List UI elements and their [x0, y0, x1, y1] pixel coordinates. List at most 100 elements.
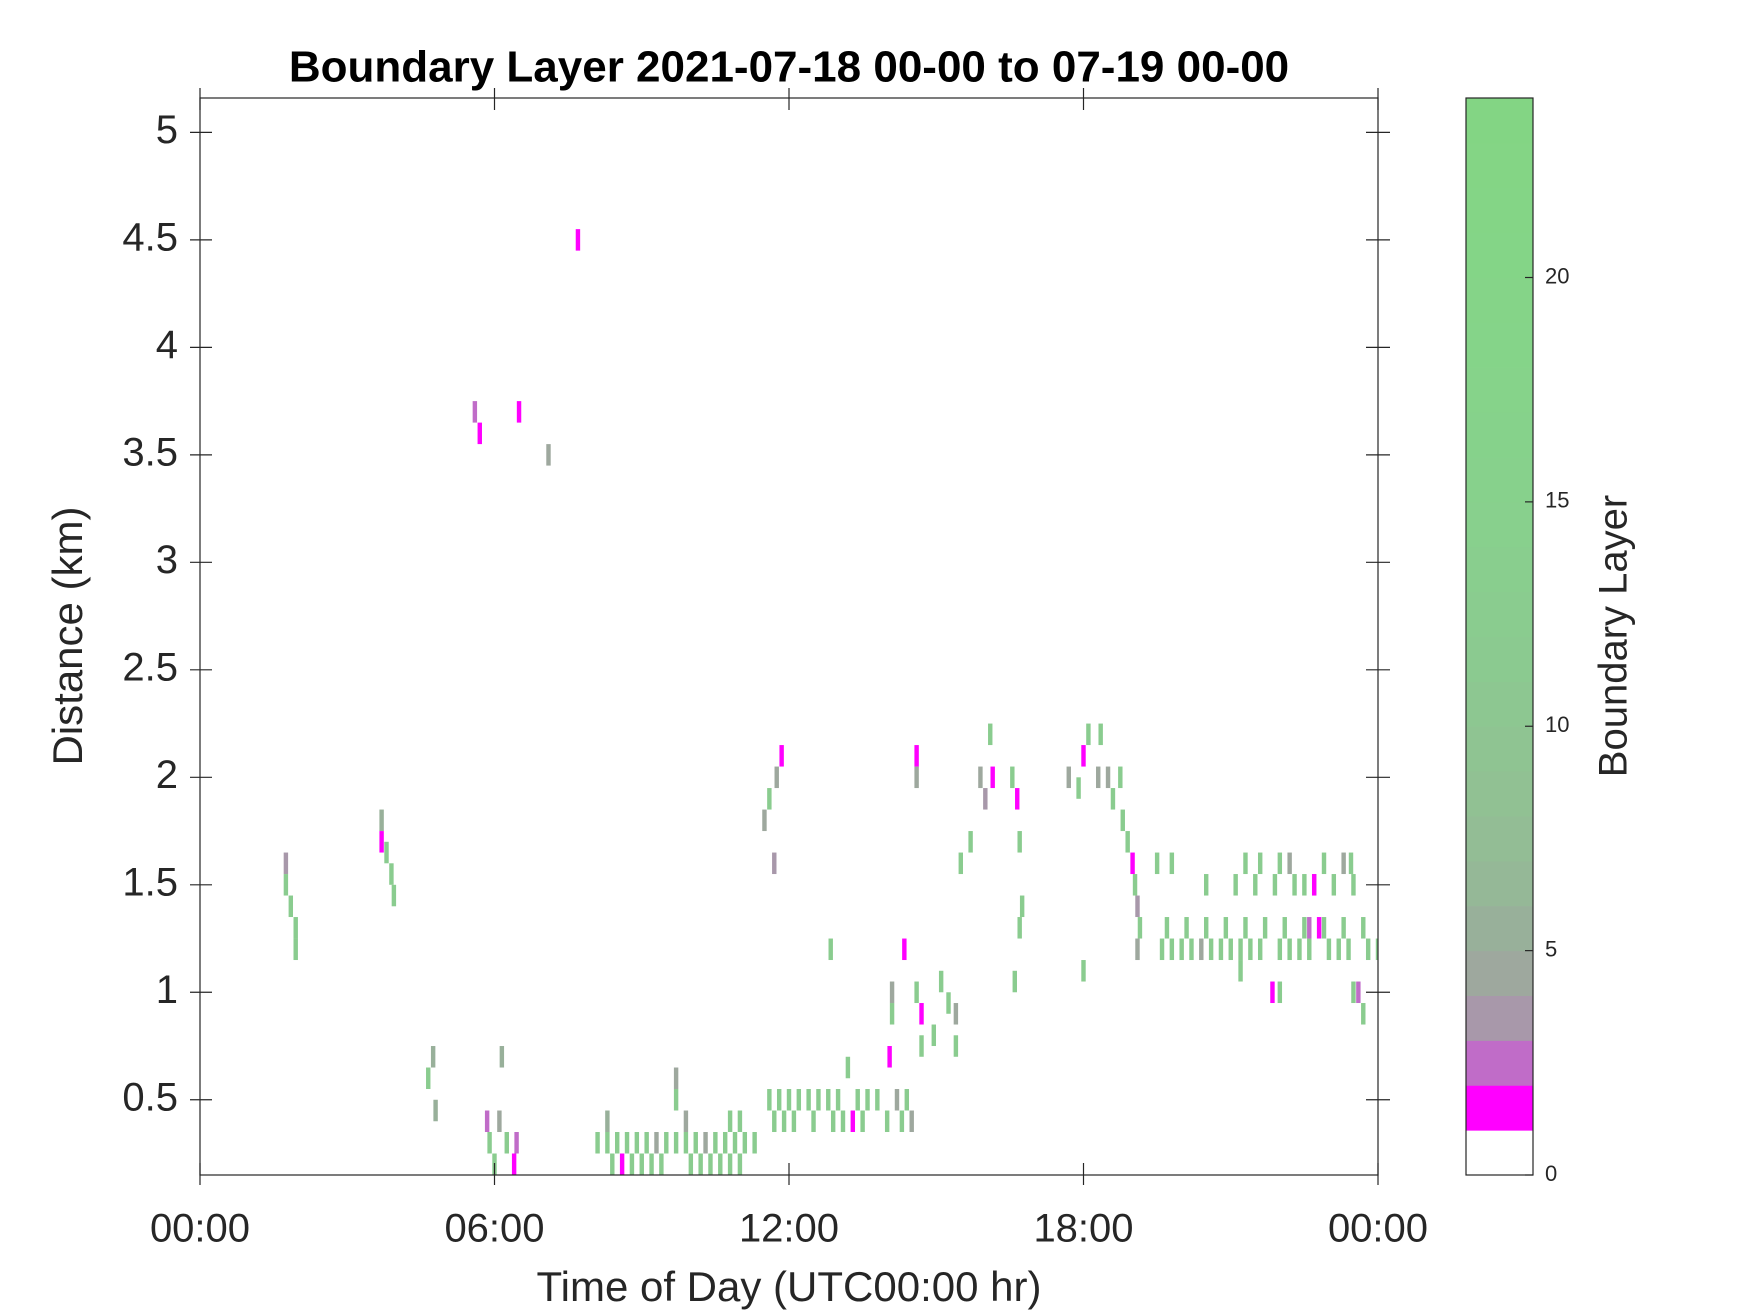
heatmap-cell: [659, 1153, 664, 1175]
colorbar-segment: [1466, 905, 1533, 952]
heatmap-cell: [727, 1110, 733, 1133]
heatmap-cell: [673, 1132, 679, 1154]
heatmap-cell: [1096, 766, 1101, 789]
heatmap-cell: [487, 1132, 492, 1154]
heatmap-cell: [1164, 917, 1170, 939]
heatmap-cell: [860, 1110, 865, 1133]
heatmap-cell: [1375, 938, 1378, 961]
heatmap-cell: [283, 852, 289, 875]
heatmap-cell: [1341, 917, 1346, 939]
colorbar-segment: [1466, 591, 1533, 637]
heatmap-cell: [1321, 917, 1327, 939]
heatmap-cell: [1292, 874, 1297, 896]
heatmap-cell: [786, 1089, 792, 1111]
heatmap-cell: [1015, 788, 1020, 810]
heatmap-cell: [774, 766, 779, 789]
heatmap-cell: [649, 1153, 654, 1175]
heatmap-cell: [1238, 960, 1243, 982]
heatmap-cell: [1159, 938, 1165, 961]
heatmap-cell: [1110, 788, 1116, 810]
heatmap-cell: [938, 970, 944, 993]
colorbar-segment: [1466, 995, 1533, 1041]
heatmap-cell: [1125, 831, 1130, 853]
colorbar-segment: [1466, 98, 1533, 144]
heatmap-cell: [904, 1089, 910, 1111]
y-tick-label: 1: [156, 968, 178, 1012]
heatmap-cell: [426, 1067, 431, 1090]
heatmap-cell: [845, 1056, 851, 1079]
heatmap-cell: [1137, 917, 1143, 939]
heatmap-cell: [1218, 938, 1224, 961]
heatmap-cell: [1341, 852, 1346, 875]
heatmap-cell: [472, 401, 478, 423]
heatmap-cell: [688, 1153, 694, 1175]
heatmap-cell: [1302, 917, 1307, 939]
y-tick-label: 3.5: [122, 430, 178, 474]
heatmap-cell: [514, 1132, 519, 1154]
colorbar-tick-label: 10: [1545, 712, 1569, 737]
heatmap-cell: [968, 831, 973, 853]
heatmap-cell: [1130, 852, 1135, 875]
heatmap-cell: [1203, 874, 1209, 896]
heatmap-cell: [914, 766, 919, 789]
heatmap-cell: [1346, 938, 1351, 961]
heatmap-cell: [919, 1035, 924, 1057]
heatmap-cell: [595, 1132, 600, 1154]
heatmap-cell: [835, 1089, 841, 1111]
colorbar-segment: [1466, 1130, 1533, 1176]
colorbar-segment: [1466, 1085, 1533, 1131]
heatmap-cell: [1012, 970, 1017, 993]
heatmap-cell: [288, 895, 294, 918]
heatmap-cell: [546, 444, 551, 466]
heatmap-cell: [683, 1110, 689, 1133]
heatmap-cell: [693, 1132, 698, 1154]
heatmap-cell: [1118, 766, 1123, 789]
colorbar-segment: [1466, 412, 1533, 458]
heatmap-cell: [497, 1110, 502, 1133]
heatmap-cell: [1098, 723, 1103, 746]
y-tick-label: 3: [156, 538, 178, 582]
colorbar-segment: [1466, 322, 1533, 368]
colorbar-segment: [1466, 636, 1533, 682]
heatmap-cell: [1189, 938, 1194, 961]
heatmap-cell: [1361, 1003, 1366, 1025]
heatmap-cell: [1076, 777, 1081, 799]
heatmap-cell: [624, 1132, 630, 1154]
colorbar-segment: [1466, 771, 1533, 817]
heatmap-cell: [978, 766, 983, 789]
chart-title: Boundary Layer 2021-07-18 00-00 to 07-19…: [289, 43, 1289, 92]
heatmap-cell: [1228, 938, 1233, 961]
heatmap-cell: [575, 229, 581, 251]
heatmap-cell: [855, 1089, 860, 1111]
heatmap-cell: [713, 1132, 718, 1154]
y-tick-label: 0.5: [122, 1075, 178, 1119]
heatmap-cell: [610, 1153, 615, 1175]
heatmap-cell: [1081, 745, 1086, 767]
heatmap-cell: [1010, 766, 1015, 789]
heatmap-cell: [605, 1110, 610, 1133]
heatmap-cell: [902, 938, 907, 961]
heatmap-cell: [1348, 852, 1354, 875]
heatmap-cell: [703, 1132, 708, 1154]
heatmap-cell: [664, 1132, 669, 1154]
heatmap-cell: [919, 1003, 924, 1025]
heatmap-cell: [1326, 938, 1332, 961]
x-axis-label: Time of Day (UTC00:00 hr): [537, 1263, 1042, 1310]
heatmap-cell: [990, 766, 995, 789]
heatmap-cell: [958, 852, 964, 875]
heatmap-cell: [389, 863, 394, 885]
colorbar-tick-label: 5: [1545, 936, 1557, 961]
heatmap-cell: [1311, 874, 1317, 896]
heatmap-cell: [433, 1099, 438, 1122]
colorbar-segment: [1466, 1040, 1533, 1086]
heatmap-cell: [1120, 809, 1125, 832]
heatmap-cell: [673, 1067, 679, 1090]
heatmap-cell: [1223, 917, 1229, 939]
heatmap-cell: [850, 1110, 856, 1133]
heatmap-cell: [830, 1110, 836, 1133]
heatmap-cell: [516, 401, 522, 423]
heatmap-cell: [379, 831, 384, 853]
heatmap-cell: [781, 1110, 787, 1133]
x-tick-label: 06:00: [444, 1207, 544, 1251]
